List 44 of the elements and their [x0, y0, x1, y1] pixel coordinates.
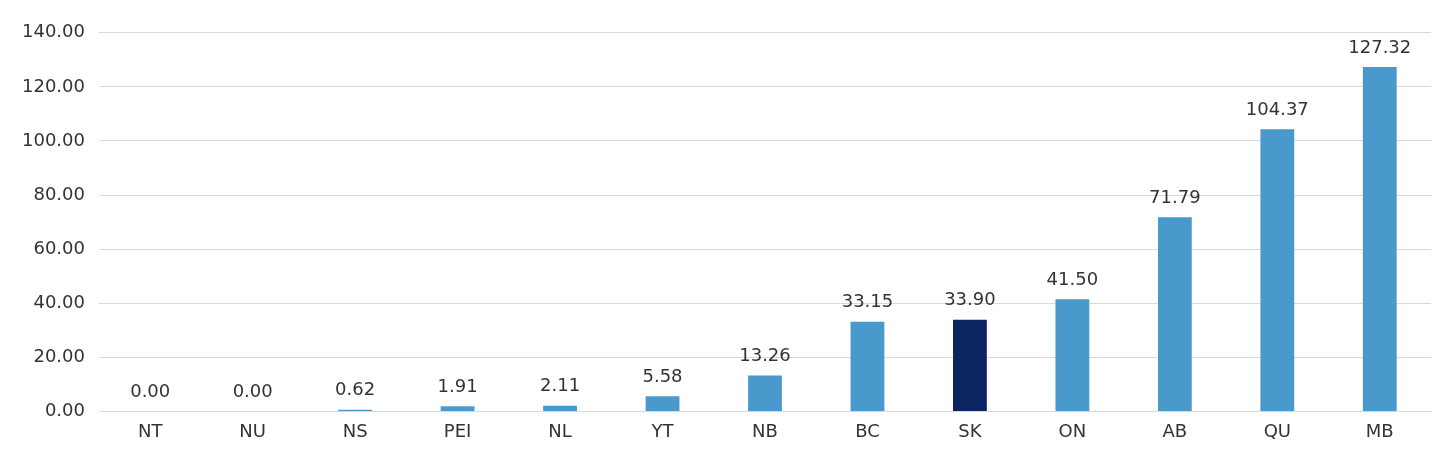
y-tick-label: 40.00	[33, 290, 85, 312]
data-label: 0.00	[130, 380, 171, 402]
x-tick-label: MB	[1365, 419, 1394, 441]
bar	[850, 321, 885, 411]
bar	[1157, 217, 1192, 411]
x-tick-label: NS	[342, 419, 368, 441]
y-tick-label: 0.00	[44, 399, 85, 421]
x-tick-label: QU	[1263, 419, 1291, 441]
bar	[1055, 299, 1090, 411]
data-label: 33.15	[841, 290, 894, 312]
bar	[543, 405, 577, 411]
data-label: 13.26	[739, 344, 791, 366]
data-label: 71.79	[1149, 185, 1201, 207]
data-label: 0.00	[232, 380, 273, 402]
x-tick-label: ON	[1058, 419, 1087, 441]
bar	[440, 406, 475, 411]
bar	[1362, 67, 1397, 411]
x-tick-label: PEI	[443, 419, 472, 441]
x-tick-label: NB	[752, 419, 778, 441]
bar	[953, 319, 987, 411]
x-tick-label: YT	[650, 419, 675, 441]
x-tick-label: BC	[855, 419, 880, 441]
x-tick-label: SK	[958, 419, 983, 441]
y-tick-label: 60.00	[33, 236, 85, 258]
bar	[1260, 129, 1295, 411]
data-label: 33.90	[944, 288, 996, 310]
data-label: 1.91	[437, 374, 478, 396]
data-label: 0.62	[335, 378, 376, 400]
bar	[645, 396, 680, 411]
x-tick-label: NU	[239, 419, 266, 441]
y-tick-label: 140.00	[22, 20, 85, 42]
data-label: 41.50	[1046, 267, 1099, 289]
bar	[748, 375, 782, 411]
data-label: 104.37	[1245, 97, 1309, 119]
y-tick-label: 20.00	[33, 344, 85, 366]
x-tick-label: NT	[137, 419, 164, 441]
y-tick-label: 100.00	[22, 128, 85, 150]
data-label: 5.58	[642, 364, 683, 386]
y-tick-label: 120.00	[22, 74, 85, 96]
x-tick-label: AB	[1162, 419, 1188, 441]
data-label: 127.32	[1348, 35, 1412, 57]
y-tick-label: 80.00	[33, 182, 85, 204]
data-label: 2.11	[540, 374, 581, 396]
x-tick-label: NL	[548, 419, 572, 441]
